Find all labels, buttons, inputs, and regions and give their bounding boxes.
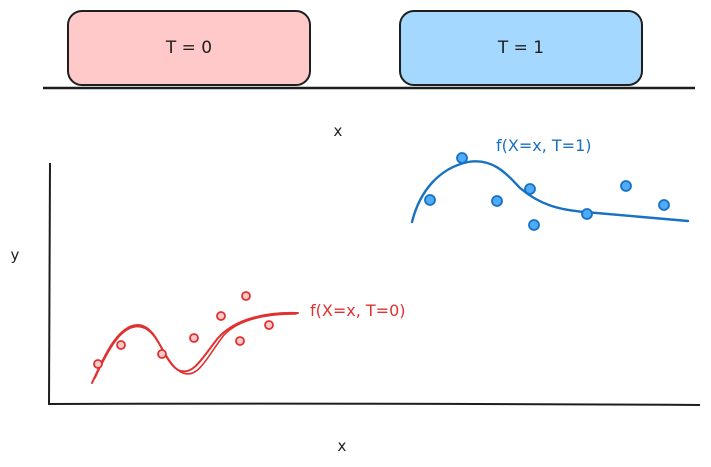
control-point [216,311,226,321]
treated-point [456,152,468,164]
control-points [93,291,274,369]
treated-points [424,152,670,231]
control-curve [91,311,299,384]
treatment-box-t0-rect [67,10,311,86]
control-point [116,340,126,350]
treatment-box-t0-label: T = 0 [165,38,212,58]
control-point [157,349,167,359]
treated-point [620,180,632,192]
plot-x-label: x [338,437,347,455]
treated-point [491,195,503,207]
treated-point [581,208,593,220]
control-point [93,359,103,369]
control-point [189,333,199,343]
treatment-box-t1-rect [399,10,643,86]
treatment-box-t1-label: T = 1 [497,38,544,58]
top-axis-label: x [334,122,343,140]
treated-point [658,199,670,211]
control-point [241,291,251,301]
control-curve-label: f(X=x, T=0) [310,301,405,320]
treatment-box-t0: T = 0 [67,10,311,86]
control-point [264,320,274,330]
treated-point [528,219,540,231]
treated-curve [410,160,690,224]
treated-curve-label: f(X=x, T=1) [496,136,591,155]
plot-y-axis [48,162,51,405]
treated-point [524,183,536,195]
plot-x-axis [47,402,701,406]
treatment-box-t1: T = 1 [399,10,643,86]
plot-y-label: y [11,246,20,264]
treated-point [424,194,436,206]
control-curve-stroke-b [94,313,297,379]
control-point [235,336,245,346]
